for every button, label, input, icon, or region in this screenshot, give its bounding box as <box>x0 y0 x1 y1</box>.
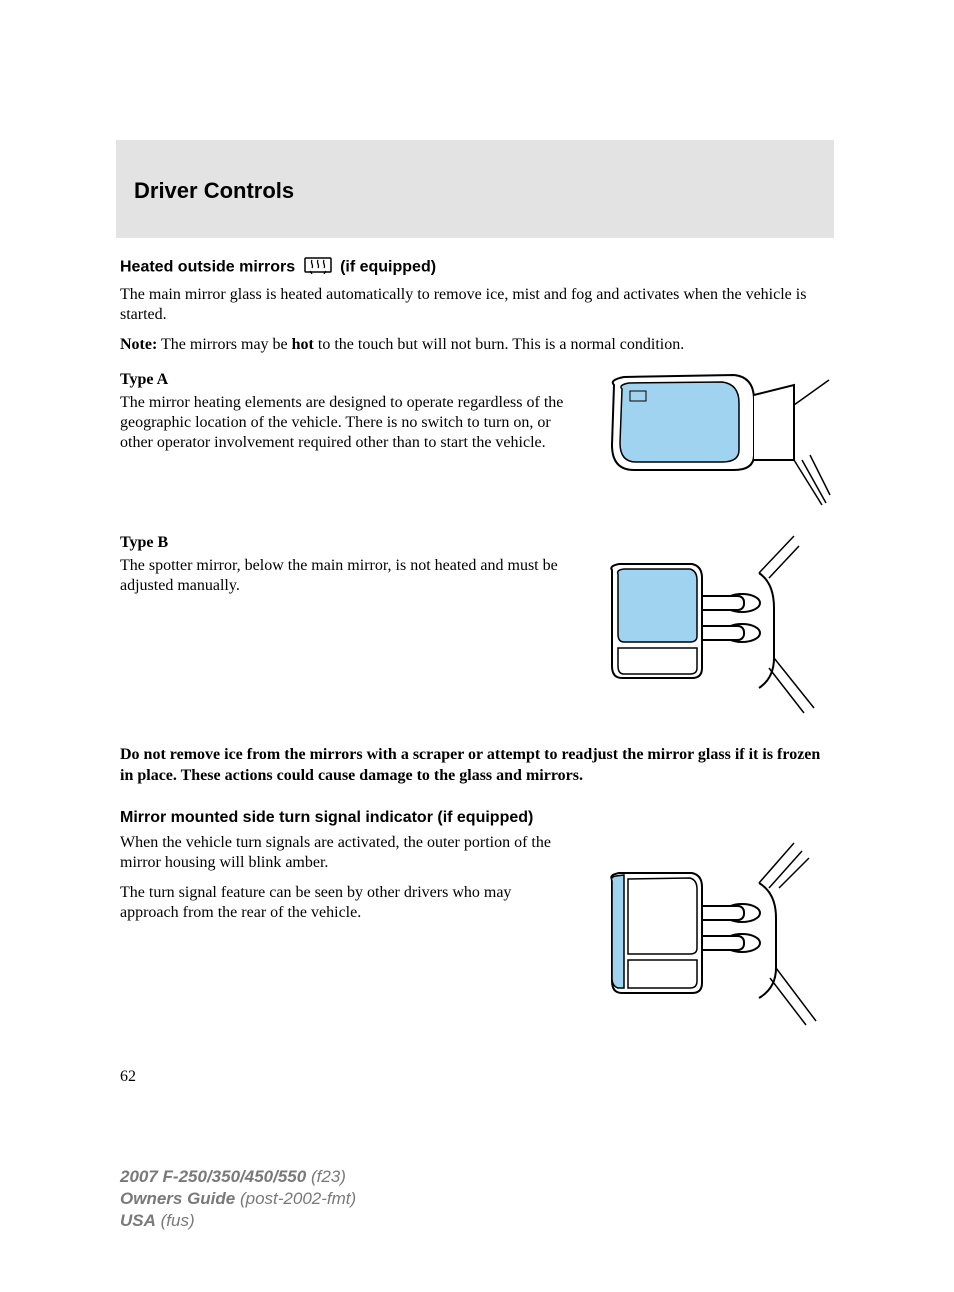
heat-icon <box>304 256 332 279</box>
heading-text-before: Heated outside mirrors <box>120 259 295 276</box>
turn-signal-heading: Mirror mounted side turn signal indicato… <box>120 809 834 827</box>
section-title: Driver Controls <box>134 178 816 204</box>
note-label: Note: <box>120 336 157 353</box>
note-after: to the touch but will not burn. This is … <box>314 336 684 353</box>
type-b-label: Type B <box>120 534 574 552</box>
footer-line3-rest: (fus) <box>156 1211 195 1230</box>
footer-line2-bold: Owners Guide <box>120 1189 235 1208</box>
turn-signal-p1: When the vehicle turn signals are activa… <box>120 833 574 873</box>
heated-mirrors-heading: Heated outside mirrors (if equipped) <box>120 256 834 279</box>
page-number: 62 <box>120 1068 834 1086</box>
footer: 2007 F-250/350/450/550 (f23) Owners Guid… <box>120 1166 834 1232</box>
section-header: Driver Controls <box>116 140 834 238</box>
type-b-text: The spotter mirror, below the main mirro… <box>120 556 574 596</box>
type-a-text: The mirror heating elements are designed… <box>120 393 574 453</box>
type-a-figure <box>594 365 834 520</box>
heading-text-after: (if equipped) <box>340 259 436 276</box>
note-hot: hot <box>292 336 314 353</box>
turn-signal-p2: The turn signal feature can be seen by o… <box>120 883 574 923</box>
type-a-label: Type A <box>120 371 574 389</box>
footer-line1-rest: (f23) <box>306 1167 346 1186</box>
type-b-figure <box>594 528 834 723</box>
turn-signal-figure <box>594 833 834 1038</box>
footer-line2-rest: (post-2002-fmt) <box>235 1189 356 1208</box>
ice-warning: Do not remove ice from the mirrors with … <box>120 745 834 787</box>
note-before: The mirrors may be <box>157 336 291 353</box>
footer-line3-bold: USA <box>120 1211 156 1230</box>
note-paragraph: Note: The mirrors may be hot to the touc… <box>120 335 834 355</box>
intro-paragraph: The main mirror glass is heated automati… <box>120 285 834 325</box>
footer-line1-bold: 2007 F-250/350/450/550 <box>120 1167 306 1186</box>
